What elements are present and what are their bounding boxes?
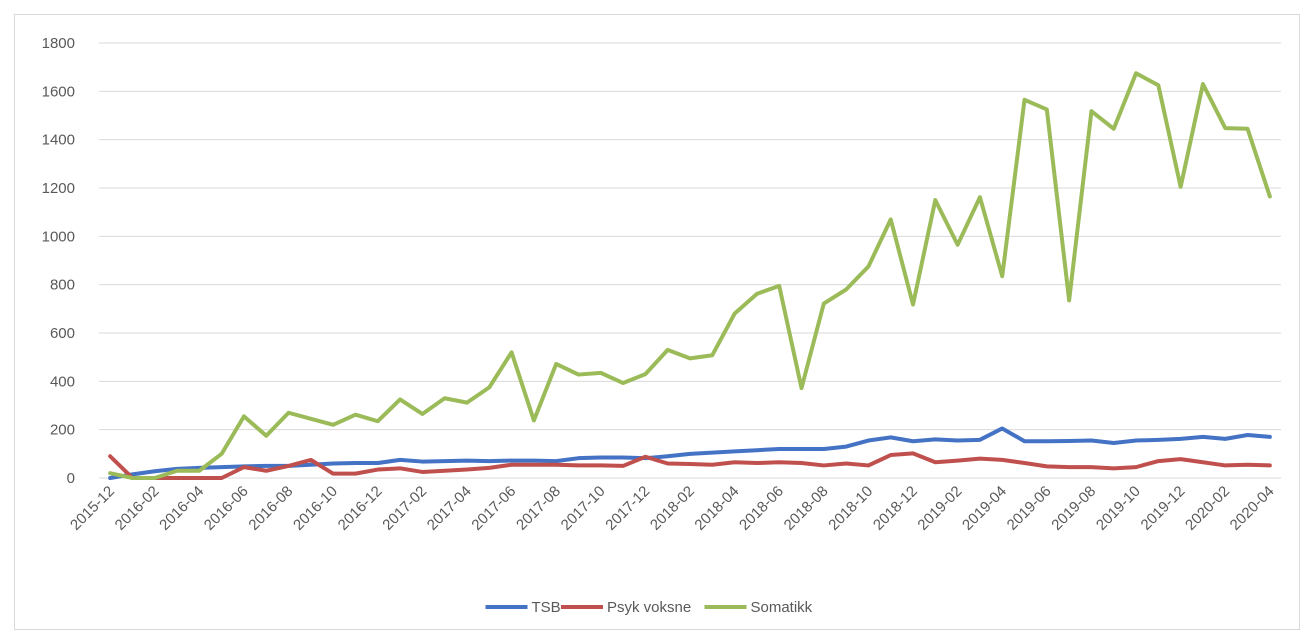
chart-border [14, 14, 1300, 630]
series-line [108, 426, 1272, 480]
series-line [108, 71, 1272, 480]
y-tick-label: 0 [67, 470, 75, 487]
y-tick-label: 1800 [42, 35, 75, 52]
y-tick-label: 1000 [42, 228, 75, 245]
y-tick-label: 600 [50, 325, 75, 342]
series-line [108, 451, 1272, 480]
y-tick-label: 400 [50, 373, 75, 390]
y-tick-label: 1600 [42, 83, 75, 100]
legend-label: TSB [532, 599, 561, 616]
legend-label: Somatikk [751, 599, 813, 616]
legend-label: Psyk voksne [607, 599, 691, 616]
y-tick-label: 200 [50, 422, 75, 439]
y-tick-label: 1400 [42, 132, 75, 149]
y-tick-label: 1200 [42, 180, 75, 197]
y-tick-label: 800 [50, 277, 75, 294]
